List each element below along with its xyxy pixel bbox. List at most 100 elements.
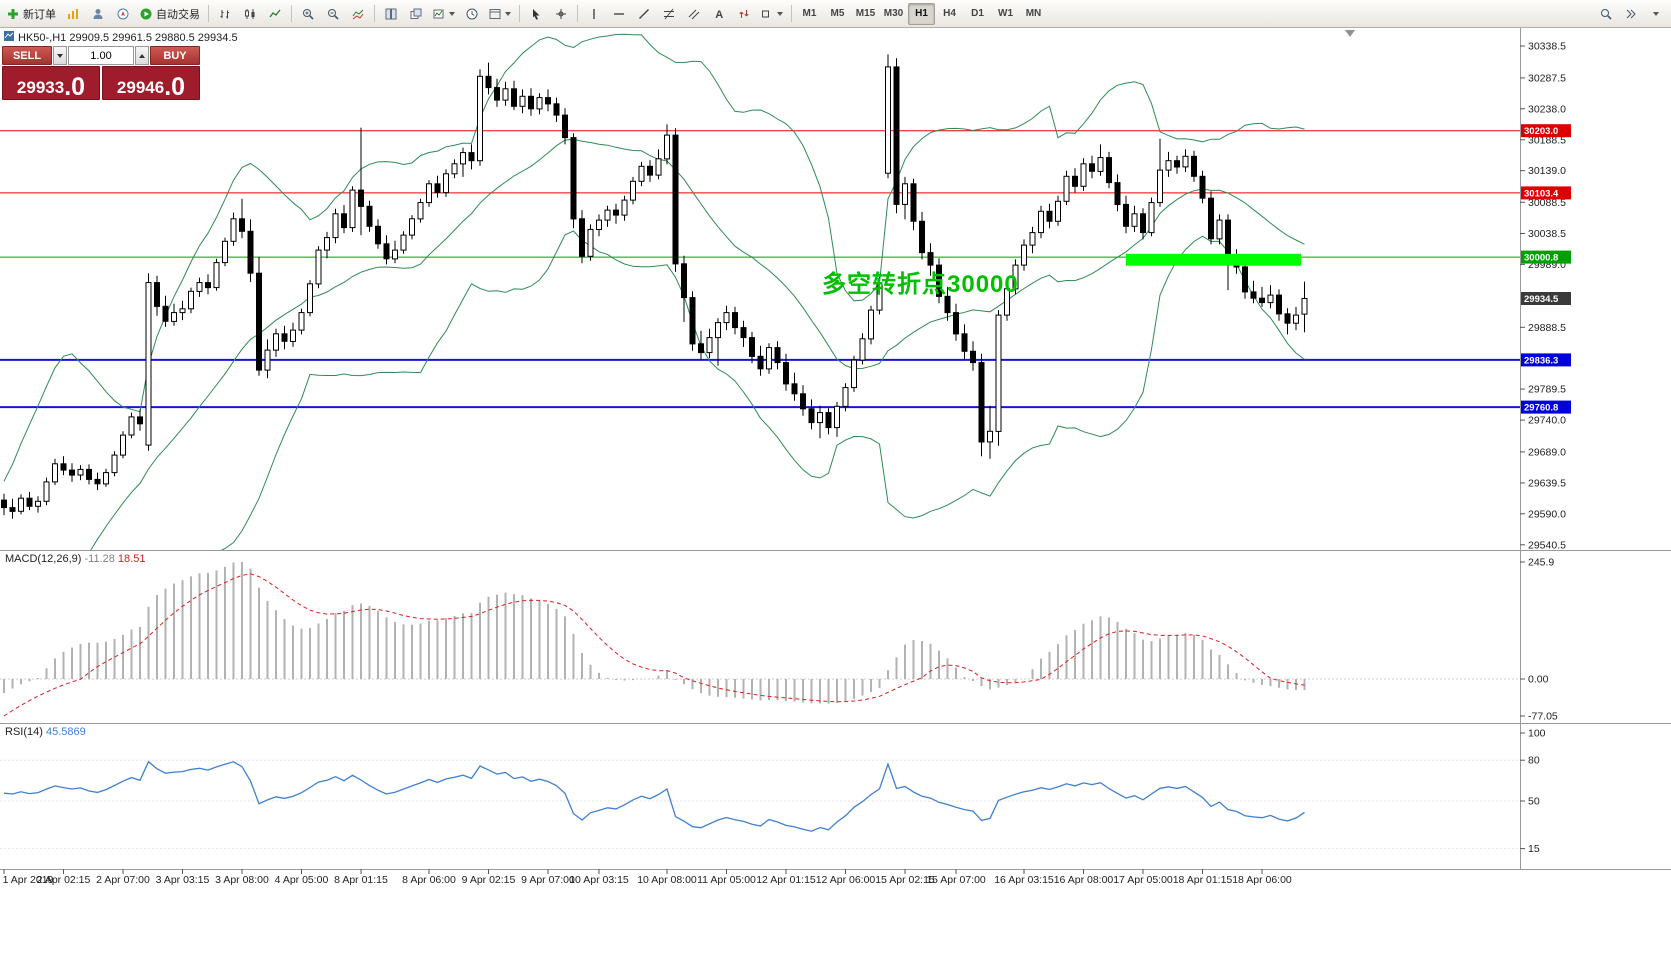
toolbar-separator [291, 5, 292, 22]
timeframe-h1-button[interactable]: H1 [908, 2, 935, 25]
trendline-button[interactable] [632, 3, 656, 25]
quick-nav-button[interactable] [1619, 3, 1643, 25]
text-tool-button[interactable]: A [707, 3, 731, 25]
svg-text:29934.5: 29934.5 [1524, 294, 1559, 305]
svg-text:50: 50 [1528, 796, 1540, 808]
svg-text:29888.5: 29888.5 [1528, 322, 1566, 334]
timeframe-h4-button[interactable]: H4 [936, 3, 963, 25]
market-watch-button[interactable] [61, 3, 85, 25]
svg-text:15 Apr 02:15: 15 Apr 02:15 [875, 874, 935, 886]
volume-input[interactable] [68, 46, 134, 65]
zoom-out-button[interactable] [321, 3, 345, 25]
price-tag: 29760.8 [1521, 400, 1571, 414]
navigator-button[interactable] [111, 3, 135, 25]
timeframe-m5-button[interactable]: M5 [824, 3, 851, 25]
search-icon [1600, 8, 1612, 20]
shapes-button[interactable] [757, 3, 787, 25]
svg-text:8 Apr 01:15: 8 Apr 01:15 [334, 874, 388, 886]
person-icon [92, 8, 104, 20]
price-tag: 30203.0 [1521, 124, 1571, 138]
templates-button[interactable] [485, 3, 515, 25]
chevron-down-icon [777, 11, 783, 16]
horizontal-line-button[interactable] [607, 3, 631, 25]
rsi-line [3, 760, 1305, 832]
timeframe-mn-button[interactable]: MN [1020, 3, 1047, 25]
horizontal-line-icon [613, 8, 625, 20]
timeframe-m15-button[interactable]: M15 [852, 3, 879, 25]
price-tag: 30103.4 [1521, 186, 1571, 200]
double-arrow-icon [1625, 8, 1637, 20]
autotrading-button[interactable]: 自动交易 [136, 3, 204, 25]
timeframe-m30-button[interactable]: M30 [880, 3, 907, 25]
sell-price-button[interactable]: 29933.0 [2, 66, 100, 100]
candlestick-chart-button[interactable] [238, 3, 262, 25]
svg-text:4 Apr 05:00: 4 Apr 05:00 [275, 874, 329, 886]
svg-text:15: 15 [1528, 843, 1540, 855]
zoom-in-button[interactable] [296, 3, 320, 25]
svg-text:30000.8: 30000.8 [1524, 253, 1558, 264]
market-watch-icon [67, 8, 79, 20]
period-button[interactable] [460, 3, 484, 25]
rsi-indicator-label: RSI(14) 45.5869 [5, 726, 86, 738]
new-chart-button[interactable] [429, 3, 459, 25]
fibonacci-button[interactable] [657, 3, 681, 25]
macd-signal-line [3, 573, 1305, 717]
svg-text:9 Apr 07:00: 9 Apr 07:00 [521, 874, 575, 886]
vertical-line-icon [588, 8, 600, 20]
svg-text:100: 100 [1528, 728, 1546, 740]
arrows-tool-button[interactable] [732, 3, 756, 25]
buy-price-button[interactable]: 29946.0 [102, 66, 200, 100]
candles-layer [1, 54, 1308, 519]
timeframe-d1-button[interactable]: D1 [964, 3, 991, 25]
toolbar: 新订单 自动交易 [0, 0, 1671, 28]
rsi-pane [0, 759, 1520, 850]
new-order-button[interactable]: 新订单 [3, 3, 60, 25]
timeframe-w1-button[interactable]: W1 [992, 3, 1019, 25]
search-button[interactable] [1594, 3, 1618, 25]
tile-windows-button[interactable] [379, 3, 403, 25]
line-chart-button[interactable] [263, 3, 287, 25]
chart-text-annotation[interactable]: 多空转折点30000 [822, 271, 1019, 298]
shapes-icon [761, 8, 773, 20]
sell-button[interactable]: SELL [2, 46, 52, 65]
svg-text:29639.5: 29639.5 [1528, 477, 1566, 489]
buy-price-main: 29946 [116, 78, 165, 98]
toolbar-separator [374, 5, 375, 22]
svg-text:3 Apr 03:15: 3 Apr 03:15 [156, 874, 210, 886]
indicators-icon [352, 8, 364, 20]
vertical-line-button[interactable] [582, 3, 606, 25]
cursor-button[interactable] [524, 3, 548, 25]
profile-button[interactable] [86, 3, 110, 25]
arrows-icon [738, 8, 750, 20]
volume-increase-button[interactable] [135, 46, 149, 65]
caret-up-icon [139, 53, 145, 58]
svg-text:12 Apr 01:15: 12 Apr 01:15 [756, 874, 816, 886]
macd-pane [0, 562, 1520, 717]
macd-name: MACD(12,26,9) [5, 553, 82, 565]
svg-text:A: A [715, 9, 723, 20]
timeframe-m1-button[interactable]: M1 [796, 3, 823, 25]
svg-text:30287.5: 30287.5 [1528, 72, 1566, 84]
bar-chart-button[interactable] [213, 3, 237, 25]
channel-icon [688, 8, 700, 20]
trade-panel-prices: 29933.0 29946.0 [2, 66, 200, 100]
cursor-icon [530, 8, 542, 20]
chevron-down-icon [449, 11, 455, 16]
svg-text:30188.5: 30188.5 [1528, 134, 1566, 146]
indicators-button[interactable] [346, 3, 370, 25]
buy-button[interactable]: BUY [150, 46, 200, 65]
svg-text:29540.5: 29540.5 [1528, 539, 1566, 551]
price-tag: 29934.5 [1521, 292, 1571, 305]
crosshair-button[interactable] [549, 3, 573, 25]
price-axis: 30338.5 30287.5 30238.0 30188.5 30139.0 30088… [1520, 41, 1571, 551]
volume-decrease-button[interactable] [53, 46, 67, 65]
svg-text:9 Apr 02:15: 9 Apr 02:15 [462, 874, 516, 886]
svg-text:30338.5: 30338.5 [1528, 41, 1566, 53]
channel-button[interactable] [682, 3, 706, 25]
cascade-windows-button[interactable] [404, 3, 428, 25]
toolbar-options-button[interactable] [1644, 3, 1668, 25]
bollinger-middle-band [90, 138, 1305, 550]
candlestick-chart-icon [244, 8, 256, 20]
